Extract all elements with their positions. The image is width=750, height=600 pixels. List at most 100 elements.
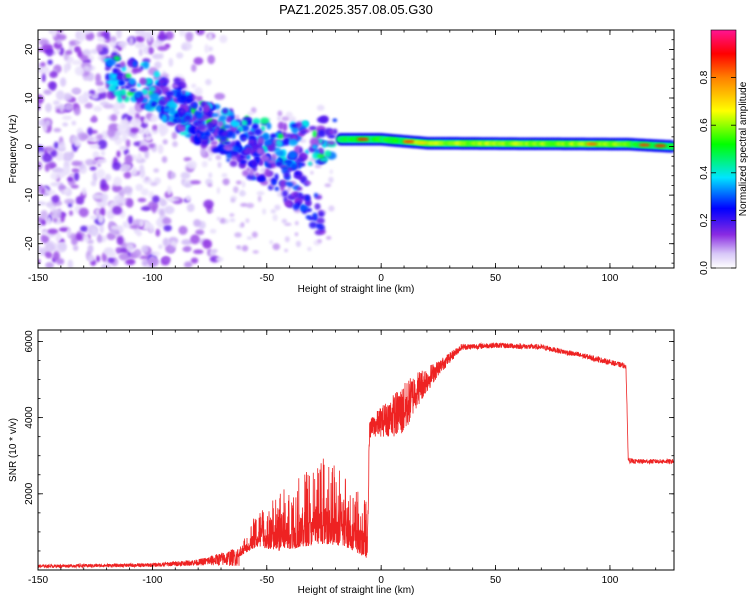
noise-blob bbox=[310, 171, 314, 175]
noise-blob bbox=[131, 166, 138, 176]
noise-blob bbox=[84, 102, 93, 109]
ridge-blob bbox=[293, 174, 301, 179]
noise-blob bbox=[241, 245, 249, 252]
noise-blob bbox=[234, 232, 242, 238]
ridge-blob bbox=[178, 125, 186, 132]
colorbar-tick-label: 0.6 bbox=[699, 118, 710, 132]
x-tick-label: -150 bbox=[28, 575, 48, 586]
noise-blob bbox=[38, 221, 42, 230]
y-tick-label: 6000 bbox=[24, 330, 35, 353]
noise-blob bbox=[160, 124, 169, 135]
noise-blob bbox=[294, 220, 299, 226]
noise-blob bbox=[56, 48, 61, 53]
noise-blob bbox=[45, 261, 54, 268]
spectrogram-x-axis-label: Height of straight line (km) bbox=[298, 284, 415, 295]
ridge-blob bbox=[285, 201, 292, 207]
noise-blob bbox=[154, 61, 162, 69]
ridge-blob bbox=[314, 203, 321, 210]
noise-blob bbox=[40, 62, 46, 67]
ridge-blob bbox=[295, 157, 304, 163]
noise-blob bbox=[186, 160, 197, 170]
noise-blob bbox=[119, 145, 128, 151]
ridge-blob bbox=[309, 137, 320, 147]
noise-blob bbox=[200, 147, 207, 157]
ridge-blob bbox=[158, 79, 164, 85]
ridge-blob bbox=[293, 194, 302, 198]
noise-blob bbox=[66, 176, 74, 182]
noise-blob bbox=[195, 229, 205, 236]
noise-blob bbox=[190, 64, 197, 72]
noise-blob bbox=[193, 219, 202, 227]
noise-blob bbox=[140, 206, 151, 211]
ridge-blob bbox=[116, 74, 123, 80]
ridge-blob bbox=[236, 154, 241, 159]
noise-blob bbox=[97, 233, 102, 242]
y-tick-label: -20 bbox=[24, 236, 35, 251]
noise-blob bbox=[209, 228, 217, 234]
ridge-blob bbox=[329, 129, 334, 135]
noise-blob bbox=[43, 123, 48, 132]
noise-blob bbox=[284, 236, 290, 243]
noise-blob bbox=[53, 141, 59, 149]
noise-blob bbox=[96, 162, 102, 168]
spectrogram-y-axis-label: Frequency (Hz) bbox=[8, 115, 19, 184]
noise-blob bbox=[137, 152, 142, 161]
noise-blob bbox=[257, 195, 262, 203]
ridge-blob bbox=[324, 150, 332, 158]
noise-blob bbox=[181, 45, 188, 50]
ridge-blob bbox=[118, 80, 126, 86]
noise-blob bbox=[277, 110, 283, 117]
ridge-blob bbox=[260, 117, 270, 125]
noise-blob bbox=[329, 169, 334, 175]
noise-blob bbox=[281, 218, 288, 224]
noise-blob bbox=[128, 215, 133, 225]
noise-blob bbox=[119, 103, 126, 109]
noise-blob bbox=[141, 259, 149, 267]
stable-band-peak bbox=[356, 137, 369, 141]
noise-blob bbox=[73, 171, 80, 182]
ridge-blob bbox=[210, 119, 218, 125]
spectrogram-frame bbox=[37, 29, 675, 269]
y-tick-label: 20 bbox=[24, 43, 35, 55]
noise-blob bbox=[110, 113, 118, 122]
noise-blob bbox=[222, 178, 230, 186]
noise-blob bbox=[176, 52, 184, 59]
ridge-blob bbox=[270, 153, 277, 161]
ridge-blob bbox=[312, 130, 317, 138]
noise-blob bbox=[148, 191, 155, 199]
ridge-blob bbox=[254, 172, 260, 177]
noise-blob bbox=[163, 205, 175, 215]
y-tick-label: -10 bbox=[24, 187, 35, 202]
noise-blob bbox=[295, 240, 302, 248]
noise-blob bbox=[126, 243, 135, 253]
noise-blob bbox=[185, 32, 194, 42]
ridge-blob bbox=[319, 157, 329, 162]
ridge-blob bbox=[312, 144, 317, 150]
noise-blob bbox=[134, 42, 146, 49]
noise-blob bbox=[214, 92, 226, 100]
noise-blob bbox=[190, 234, 200, 245]
noise-blob bbox=[48, 81, 57, 91]
noise-blob bbox=[44, 163, 50, 172]
noise-blob bbox=[184, 183, 191, 188]
ridge-blob bbox=[222, 144, 231, 151]
ridge-blob bbox=[317, 154, 325, 159]
stable-band-peak bbox=[402, 140, 415, 144]
ridge-blob bbox=[259, 159, 264, 166]
colorbar-gradient bbox=[710, 29, 737, 269]
noise-blob bbox=[63, 103, 74, 112]
ridge-blob bbox=[284, 133, 294, 138]
noise-blob bbox=[159, 199, 168, 207]
noise-blob bbox=[38, 94, 44, 105]
noise-blob bbox=[171, 131, 178, 140]
noise-blob bbox=[112, 161, 122, 171]
ridge-blob bbox=[119, 61, 126, 68]
x-tick-label: -150 bbox=[28, 273, 48, 284]
ridge-blob bbox=[290, 123, 298, 128]
ridge-blob bbox=[149, 86, 156, 92]
spectrogram-x-axis: -150 -100 -50 0 50 100 bbox=[28, 30, 657, 284]
ridge-blob bbox=[281, 189, 289, 198]
noise-blob bbox=[91, 228, 98, 237]
noise-blob bbox=[71, 87, 82, 94]
noise-blob bbox=[235, 115, 240, 119]
